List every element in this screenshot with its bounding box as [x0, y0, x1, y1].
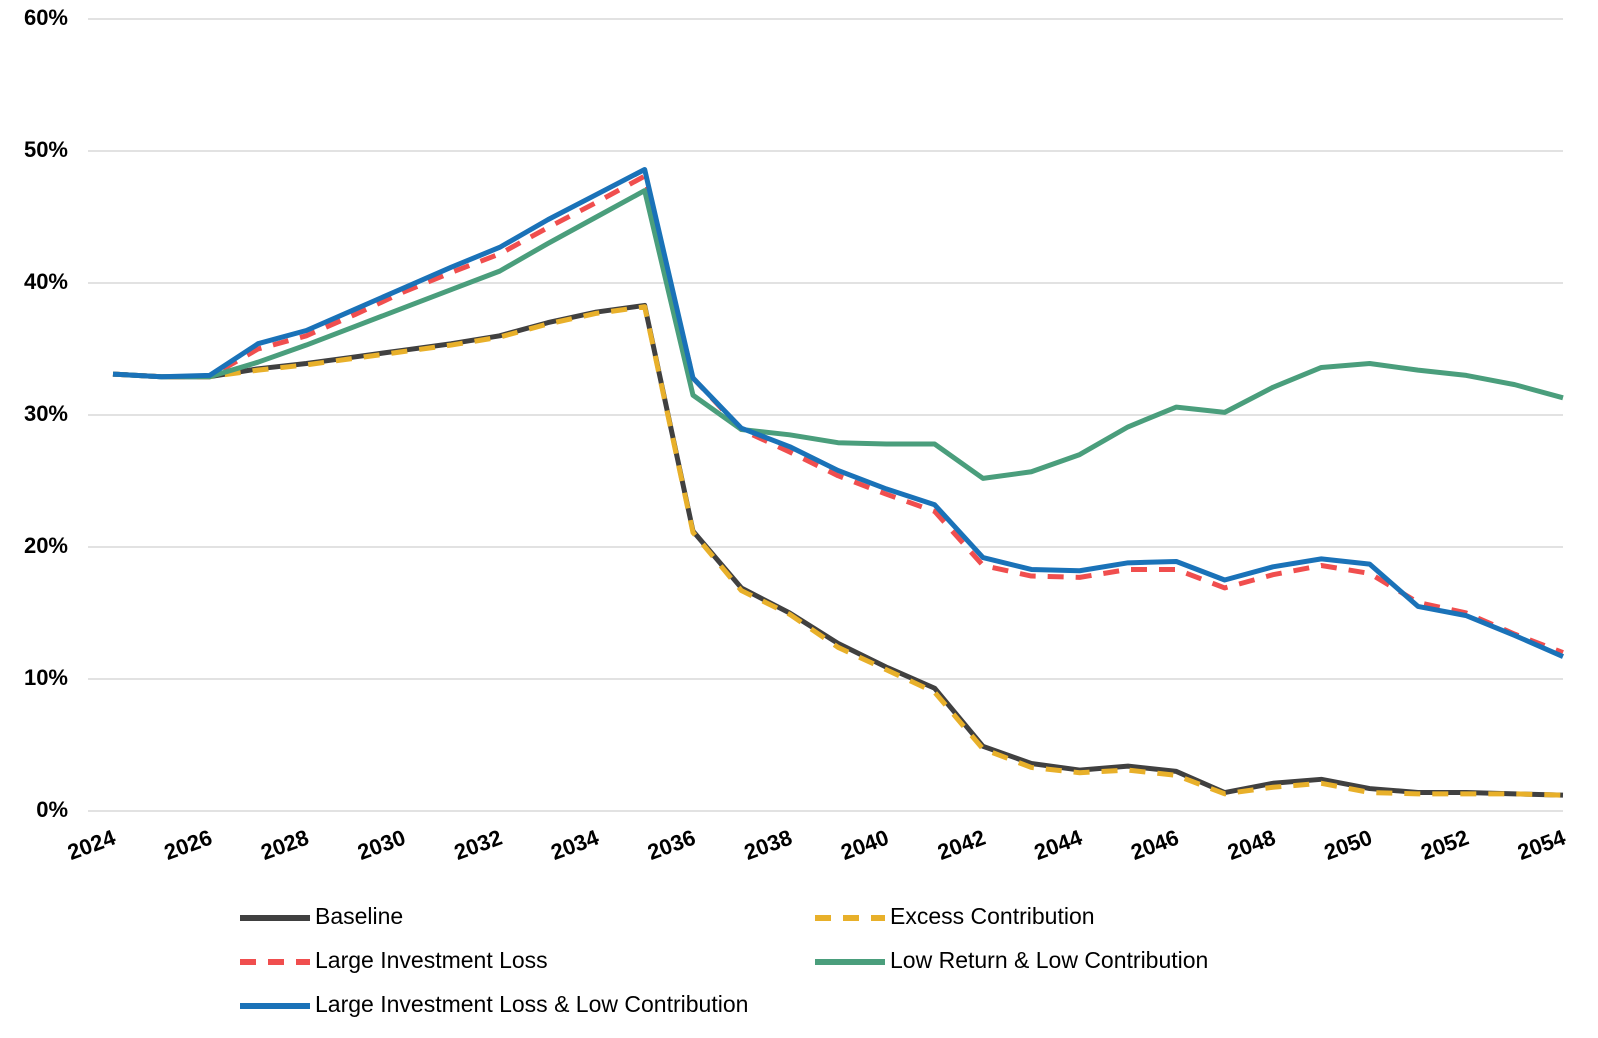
y-tick-label: 50%	[24, 137, 68, 162]
x-tick-label: 2038	[741, 825, 796, 865]
legend-label: Large Investment Loss & Low Contribution	[315, 991, 748, 1017]
series-line	[112, 302, 1564, 798]
x-tick-label: 2042	[934, 825, 989, 865]
x-tick-label: 2024	[64, 824, 119, 864]
x-tick-label: 2032	[451, 825, 506, 865]
x-tick-label: 2036	[644, 825, 699, 865]
x-tick-label: 2028	[257, 825, 312, 865]
x-tick-label: 2052	[1417, 825, 1472, 865]
legend-label: Excess Contribution	[890, 903, 1095, 929]
y-tick-label: 10%	[24, 665, 68, 690]
x-tick-label: 2030	[354, 825, 409, 865]
y-tick-label: 0%	[36, 797, 68, 822]
y-tick-label: 30%	[24, 401, 68, 426]
x-tick-label: 2044	[1031, 824, 1086, 864]
x-tick-label: 2054	[1514, 824, 1569, 864]
legend-label: Low Return & Low Contribution	[890, 947, 1208, 973]
x-tick-label: 2046	[1127, 825, 1182, 865]
x-tick-label: 2040	[837, 825, 892, 865]
x-tick-label: 2048	[1224, 825, 1279, 865]
y-tick-label: 40%	[24, 269, 68, 294]
x-tick-label: 2050	[1321, 825, 1376, 865]
series-line	[112, 188, 1564, 481]
series-line	[112, 173, 1564, 655]
legend-label: Large Investment Loss	[315, 947, 548, 973]
series-line	[112, 304, 1564, 798]
legend-label: Baseline	[315, 903, 403, 929]
y-tick-label: 60%	[24, 5, 68, 30]
series-line	[112, 166, 1565, 659]
y-tick-label: 20%	[24, 533, 68, 558]
x-tick-label: 2026	[161, 825, 216, 865]
x-tick-label: 2034	[547, 824, 602, 864]
